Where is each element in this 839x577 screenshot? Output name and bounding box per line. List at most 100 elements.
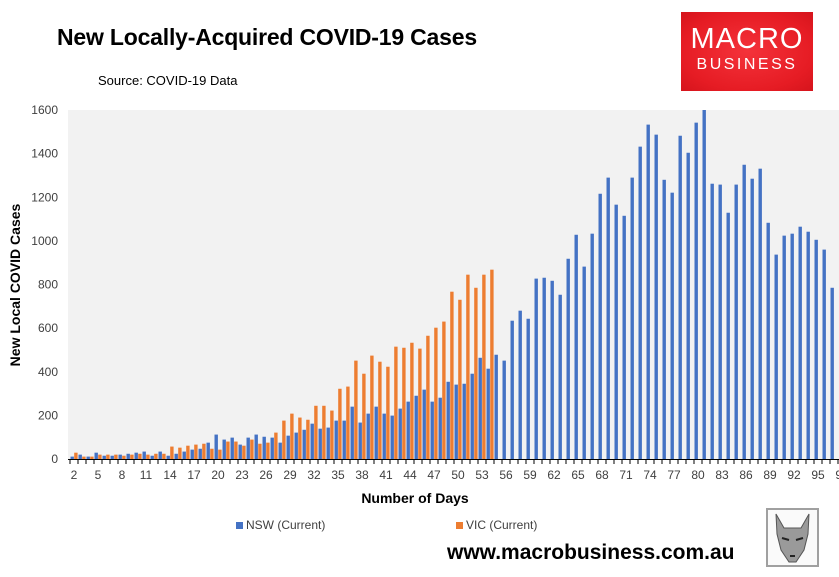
bar-nsw <box>758 168 762 459</box>
bar-nsw <box>614 204 618 459</box>
bar-nsw <box>342 420 346 459</box>
bar-vic <box>282 420 286 459</box>
bar-nsw <box>630 177 634 459</box>
bar-vic <box>234 441 238 459</box>
legend-item-vic: VIC (Current) <box>456 518 537 532</box>
bar-vic <box>410 342 414 459</box>
bar-vic <box>386 366 390 459</box>
bar-nsw <box>606 177 610 459</box>
bar-nsw <box>550 280 554 459</box>
bar-vic <box>274 432 278 459</box>
bar-nsw <box>166 455 170 459</box>
bar-vic <box>346 386 350 459</box>
bar-nsw <box>350 406 354 459</box>
bar-nsw <box>230 437 234 459</box>
bar-nsw <box>102 455 106 459</box>
bar-nsw <box>518 310 522 459</box>
bar-nsw <box>358 422 362 459</box>
bar-vic <box>98 454 102 459</box>
x-tick-label: 68 <box>595 468 609 482</box>
bar-nsw <box>558 294 562 459</box>
bar-nsw <box>670 192 674 459</box>
bar-nsw <box>534 278 538 459</box>
bar-nsw <box>158 451 162 459</box>
bar-nsw <box>254 434 258 459</box>
x-tick-label: 32 <box>307 468 321 482</box>
bar-nsw <box>774 254 778 459</box>
legend-swatch-nsw <box>236 521 243 529</box>
bar-vic <box>466 274 470 459</box>
x-tick-label: 20 <box>211 468 225 482</box>
x-tick-label: 80 <box>691 468 705 482</box>
bar-nsw <box>118 454 122 459</box>
bar-vic <box>426 335 430 459</box>
bar-nsw <box>822 249 826 459</box>
y-tick-label: 400 <box>38 365 58 379</box>
bar-vic <box>394 346 398 459</box>
chart-title: New Locally-Acquired COVID-19 Cases <box>57 24 477 50</box>
x-tick-label: 11 <box>140 468 153 482</box>
bar-nsw <box>214 434 218 459</box>
bar-nsw <box>366 413 370 459</box>
bar-nsw <box>694 122 698 460</box>
x-tick-label: 17 <box>187 468 201 482</box>
bar-nsw <box>598 193 602 459</box>
x-tick-label: 38 <box>355 468 369 482</box>
bar-vic <box>378 361 382 459</box>
bar-nsw <box>526 318 530 459</box>
bar-vic <box>218 449 222 459</box>
bar-vic <box>434 327 438 459</box>
x-tick-label: 65 <box>571 468 585 482</box>
bar-nsw <box>502 360 506 459</box>
x-tick-label: 62 <box>547 468 561 482</box>
bar-vic <box>354 360 358 459</box>
bar-vic <box>458 299 462 459</box>
x-tick-label: 5 <box>95 468 102 482</box>
bar-nsw <box>702 110 706 459</box>
bar-vic <box>266 442 270 459</box>
bar-nsw <box>142 451 146 459</box>
bar-nsw <box>294 432 298 459</box>
bar-nsw <box>566 258 570 459</box>
bar-nsw <box>334 420 338 459</box>
bar-vic <box>74 452 78 459</box>
bar-nsw <box>78 454 82 459</box>
bar-nsw <box>478 357 482 459</box>
bar-vic <box>162 453 166 459</box>
bar-nsw <box>286 435 290 459</box>
bar-nsw <box>382 413 386 459</box>
bar-nsw <box>222 439 226 459</box>
bar-vic <box>146 454 150 459</box>
bar-vic <box>482 274 486 459</box>
bar-vic <box>90 456 94 459</box>
bar-vic <box>442 321 446 459</box>
chart-source: Source: COVID-19 Data <box>98 73 238 88</box>
bar-vic <box>242 445 246 459</box>
x-axis-title: Number of Days <box>361 490 469 506</box>
bar-nsw <box>454 384 458 459</box>
x-tick-label: 71 <box>619 468 633 482</box>
legend-item-nsw: NSW (Current) <box>236 518 325 532</box>
y-tick-label: 0 <box>51 452 58 466</box>
bar-nsw <box>390 415 394 459</box>
bar-nsw <box>326 427 330 459</box>
bar-vic <box>194 444 198 459</box>
bar-nsw <box>190 449 194 459</box>
bar-nsw <box>238 444 242 459</box>
bar-nsw <box>622 215 626 459</box>
bar-vic <box>138 453 142 459</box>
x-tick-label: 8 <box>119 468 126 482</box>
x-tick-label: 77 <box>667 468 681 482</box>
website-url[interactable]: www.macrobusiness.com.au <box>447 541 735 564</box>
bar-vic <box>122 455 126 459</box>
bar-nsw <box>790 233 794 459</box>
bar-vic <box>114 454 118 459</box>
x-tick-label: 89 <box>763 468 777 482</box>
bar-nsw <box>126 453 130 459</box>
bar-nsw <box>542 277 546 459</box>
bar-nsw <box>718 184 722 459</box>
bar-nsw <box>198 448 202 459</box>
bar-nsw <box>766 222 770 459</box>
bar-nsw <box>134 452 138 459</box>
